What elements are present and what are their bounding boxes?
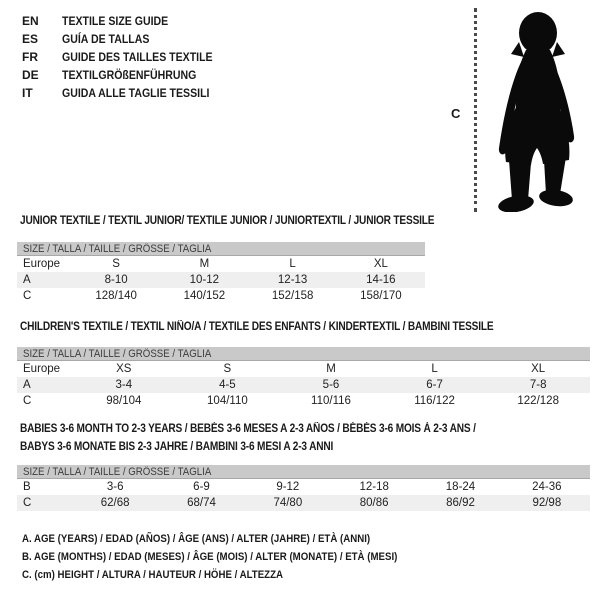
- table-row-age: A 8-10 10-12 12-13 14-16: [17, 272, 425, 288]
- language-code: DE: [22, 68, 39, 82]
- table-cell: 116/122: [414, 395, 455, 407]
- dotted-measure-line: [474, 8, 477, 212]
- footnote-text: B. AGE (MONTHS) / EDAD (MESES) / ÂGE (MO…: [22, 551, 398, 563]
- table-cell: 12-18: [359, 481, 389, 493]
- language-list: EN TEXTILE SIZE GUIDE ES GUÍA DE TALLAS …: [22, 12, 233, 102]
- table-cell: 3-6: [106, 481, 124, 493]
- table-cell: 128/140: [95, 290, 137, 302]
- row-label: C: [23, 290, 32, 302]
- size-header-label: SIZE / TALLA / TAILLE / GRÖSSE / TAGLIA: [23, 243, 212, 255]
- table-cell: 24-36: [532, 481, 562, 493]
- table-cell: 10-12: [189, 274, 220, 286]
- table-cell: 6-9: [193, 481, 210, 493]
- table-cell: L: [431, 363, 438, 375]
- babies-size-table: SIZE / TALLA / TAILLE / GRÖSSE / TAGLIA …: [17, 465, 590, 511]
- language-code: EN: [22, 14, 39, 28]
- section-title-babies: BABIES 3-6 MONTH TO 2-3 YEARS / BEBÉS 3-…: [20, 420, 538, 456]
- language-name: TEXTILGRÖßENFÜHRUNG: [62, 68, 197, 82]
- table-cell: 104/110: [207, 395, 248, 407]
- language-name: TEXTILE SIZE GUIDE: [62, 14, 169, 28]
- table-cell: S: [112, 258, 120, 270]
- footnote-text: A. AGE (YEARS) / EDAD (AÑOS) / ÂGE (ANS)…: [22, 533, 371, 545]
- table-cell: 152/158: [271, 290, 314, 302]
- footnote-line-b: B. AGE (MONTHS) / EDAD (MESES) / ÂGE (MO…: [22, 548, 449, 566]
- children-size-table: SIZE / TALLA / TAILLE / GRÖSSE / TAGLIA …: [17, 347, 590, 409]
- table-cell: 7-8: [529, 379, 547, 391]
- table-cell: 92/98: [532, 497, 562, 509]
- footnote-text: C. (cm) HEIGHT / ALTURA / HAUTEUR / HÖHE…: [22, 569, 284, 581]
- table-cell: 80/86: [359, 497, 389, 509]
- language-code: FR: [22, 50, 38, 64]
- table-cell: 18-24: [445, 481, 476, 493]
- table-row-age: A 3-4 4-5 5-6 6-7 7-8: [17, 377, 590, 393]
- toddler-silhouette: [486, 8, 588, 213]
- table-cell: 62/68: [100, 497, 130, 509]
- language-name: GUÍA DE TALLAS: [62, 32, 150, 46]
- size-header-bar: SIZE / TALLA / TAILLE / GRÖSSE / TAGLIA: [17, 242, 425, 256]
- size-header-bar: SIZE / TALLA / TAILLE / GRÖSSE / TAGLIA: [17, 465, 590, 479]
- row-label: A: [23, 379, 31, 391]
- table-cell: 98/104: [106, 395, 142, 407]
- table-row-europe: Europe XS S M L XL: [17, 361, 590, 377]
- footnote-line-c: C. (cm) HEIGHT / ALTURA / HAUTEUR / HÖHE…: [22, 566, 449, 584]
- table-cell: 86/92: [446, 497, 475, 509]
- table-row-height: C 128/140 140/152 152/158 158/170: [17, 288, 425, 304]
- table-cell: XL: [531, 363, 546, 375]
- language-name: GUIDE DES TAILLES TEXTILE: [62, 50, 213, 64]
- table-cell: 122/128: [517, 395, 559, 407]
- footnotes: A. AGE (YEARS) / EDAD (AÑOS) / ÂGE (ANS)…: [22, 530, 449, 584]
- section-title-line: CHILDREN'S TEXTILE / TEXTIL NIÑO/A / TEX…: [20, 321, 494, 333]
- row-label: A: [23, 274, 31, 286]
- table-row-height: C 98/104 104/110 110/116 116/122 122/128: [17, 393, 590, 409]
- section-title-line: JUNIOR TEXTILE / TEXTIL JUNIOR/ TEXTILE …: [20, 215, 435, 227]
- table-row-months: B 3-6 6-9 9-12 12-18 18-24 24-36: [17, 479, 590, 495]
- table-cell: 5-6: [322, 379, 340, 391]
- table-cell: XL: [373, 258, 388, 270]
- table-cell: S: [223, 363, 232, 375]
- section-title-line: BABYS 3-6 MONATE BIS 2-3 JAHRE / BAMBINI…: [20, 441, 334, 453]
- table-cell: XS: [116, 363, 132, 375]
- table-cell: L: [289, 258, 296, 270]
- table-row-height: C 62/68 68/74 74/80 80/86 86/92 92/98: [17, 495, 590, 511]
- row-label: B: [23, 481, 31, 493]
- size-header-bar: SIZE / TALLA / TAILLE / GRÖSSE / TAGLIA: [17, 347, 590, 361]
- language-row: DE TEXTILGRÖßENFÜHRUNG: [22, 66, 233, 84]
- table-cell: 110/116: [311, 395, 351, 407]
- table-cell: 12-13: [277, 274, 308, 286]
- table-cell: 9-12: [276, 481, 300, 493]
- size-header-label: SIZE / TALLA / TAILLE / GRÖSSE / TAGLIA: [23, 466, 212, 478]
- table-cell: 4-5: [219, 379, 236, 391]
- table-cell: 3-4: [115, 379, 133, 391]
- row-label: C: [23, 395, 32, 407]
- language-code: IT: [22, 86, 33, 100]
- row-label: Europe: [23, 363, 61, 375]
- table-cell: 68/74: [187, 497, 216, 509]
- section-title-children: CHILDREN'S TEXTILE / TEXTIL NIÑO/A / TEX…: [20, 318, 558, 336]
- section-title-junior: JUNIOR TEXTILE / TEXTIL JUNIOR/ TEXTILE …: [20, 212, 491, 230]
- junior-size-table: SIZE / TALLA / TAILLE / GRÖSSE / TAGLIA …: [17, 242, 425, 304]
- table-cell: 74/80: [273, 497, 303, 509]
- row-label: C: [23, 497, 32, 509]
- language-row: FR GUIDE DES TAILLES TEXTILE: [22, 48, 233, 66]
- language-code: ES: [22, 32, 39, 46]
- table-cell: 8-10: [104, 274, 128, 286]
- section-title-line: BABIES 3-6 MONTH TO 2-3 YEARS / BEBÉS 3-…: [20, 423, 476, 435]
- table-cell: M: [326, 363, 336, 375]
- size-header-label: SIZE / TALLA / TAILLE / GRÖSSE / TAGLIA: [23, 348, 212, 360]
- table-cell: 6-7: [426, 379, 443, 391]
- language-row: IT GUIDA ALLE TAGLIE TESSILI: [22, 84, 233, 102]
- table-cell: 158/170: [360, 290, 402, 302]
- language-row: EN TEXTILE SIZE GUIDE: [22, 12, 233, 30]
- measure-label-c: C: [451, 106, 461, 121]
- row-label: Europe: [23, 258, 61, 270]
- language-name: GUIDA ALLE TAGLIE TESSILI: [62, 86, 210, 100]
- language-row: ES GUÍA DE TALLAS: [22, 30, 233, 48]
- table-row-europe: Europe S M L XL: [17, 256, 425, 272]
- table-cell: M: [199, 258, 210, 270]
- toddler-silhouette-icon: [498, 12, 575, 213]
- table-cell: 140/152: [183, 290, 226, 302]
- footnote-line-a: A. AGE (YEARS) / EDAD (AÑOS) / ÂGE (ANS)…: [22, 530, 449, 548]
- table-cell: 14-16: [366, 274, 396, 286]
